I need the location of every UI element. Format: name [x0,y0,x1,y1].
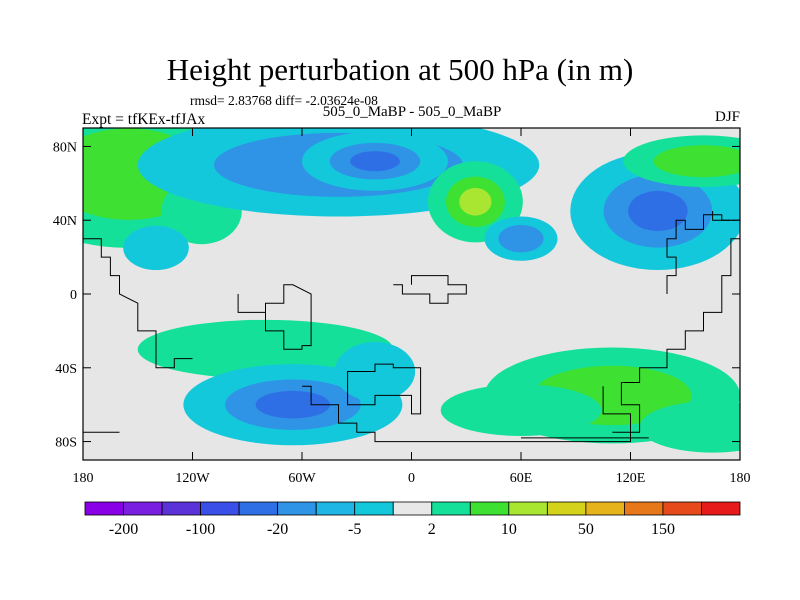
colorbar: -200 -100 -20 -5 2 10 50 150 [84,501,741,538]
y-tick-label: 80N [53,140,77,155]
coastline-segment [666,214,731,294]
colorbar-swatch [392,501,433,516]
colorbar-swatch [624,501,664,516]
colorbar-label: -100 [186,521,215,538]
colorbar-swatch [701,501,741,516]
contour-feature [440,384,602,437]
colorbar-swatch [469,501,510,516]
colorbar-swatch [161,501,201,516]
x-tick-label: 60W [288,471,316,486]
stats-label: rmsd= 2.83768 diff= -2.03624e-08 [190,93,378,108]
coastline-segment [347,363,422,415]
x-tick-label: 60E [510,471,533,486]
coastline-segment [237,284,312,350]
contour-feature [302,131,448,191]
contour-mid [498,224,544,253]
x-tick-label: 180 [730,471,751,486]
contour-mid [653,145,740,178]
contour-core [459,187,492,216]
coastline-segment [393,275,467,304]
contour-feature [623,135,740,188]
x-tick-label: 120W [175,471,210,486]
x-tick-label: 0 [408,471,415,486]
y-tick-label: 80S [55,436,77,451]
y-axis: 80N 40N 0 40S 80S [53,140,740,451]
colorbar-label: 2 [428,521,436,538]
contour-outer [440,384,602,437]
contour-feature [484,216,558,261]
colorbar-label: 10 [501,521,517,538]
colorbar-label: 50 [578,521,594,538]
y-tick-label: 0 [70,288,77,303]
colorbar-swatch [123,501,163,516]
colorbar-label: -200 [109,521,138,538]
colorbar-swatch [508,501,548,516]
colorbar-swatch [277,501,317,516]
coastline-segment [602,238,740,433]
colorbar-swatch [431,501,471,516]
colorbar-swatch [354,501,394,516]
coastline-segment [302,385,631,443]
contour-feature [137,319,394,379]
coastline-segment [712,211,740,221]
colorbar-swatch [200,501,240,516]
y-tick-label: 40S [55,362,77,377]
colorbar-swatch [662,501,702,516]
contour-outer [137,319,394,379]
season-label: DJF [714,109,740,125]
contour-core [628,190,688,232]
colorbar-label: -5 [348,521,361,538]
colorbar-swatch [238,501,279,516]
case-label: 505_0_MaBP - 505_0_MaBP [322,104,502,120]
x-tick-label: 180 [73,471,94,486]
contour-outer [123,225,189,271]
colorbar-swatch [546,501,587,516]
contour-core [350,151,400,172]
contour-outer [639,400,740,453]
coastlines [83,211,740,443]
colorbar-swatch [315,501,356,516]
coastline-segment [83,238,193,369]
y-tick-label: 40N [53,214,77,229]
contour-feature [123,225,189,271]
chart-title: Height perturbation at 500 hPa (in m) [166,52,634,87]
experiment-label: Expt = tfKEx-tfJAx [82,111,206,128]
x-axis: 180 120W 60W 0 60E 120E 180 [73,128,751,486]
colorbar-label: 150 [651,521,675,538]
colorbar-swatch [585,501,625,516]
contour-feature [639,400,740,453]
x-tick-label: 120E [616,471,646,486]
colorbar-label: -20 [267,521,288,538]
colorbar-swatch [84,501,124,516]
